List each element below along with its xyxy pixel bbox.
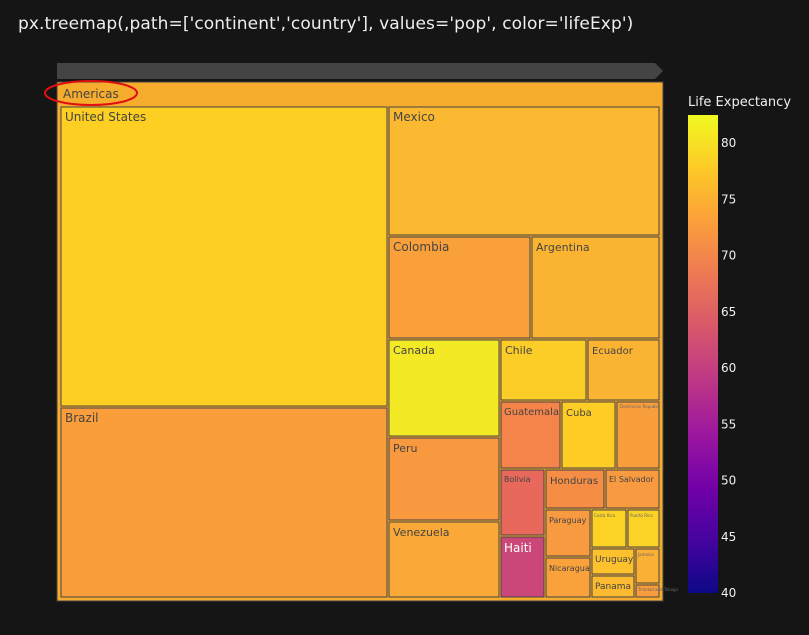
tile-label-paraguay: Paraguay xyxy=(549,516,587,525)
tile-rect-brazil[interactable] xyxy=(60,407,388,598)
tile-label-brazil: Brazil xyxy=(65,411,99,425)
tile-label-peru: Peru xyxy=(393,442,418,455)
colorbar-tick-70: 70 xyxy=(721,249,736,263)
tile-nicaragua[interactable]: Nicaragua xyxy=(545,557,591,598)
tile-label-ecuador: Ecuador xyxy=(592,346,634,357)
annotation-ellipse xyxy=(44,80,138,106)
tile-rect-argentina[interactable] xyxy=(531,236,660,339)
colorbar-tick-65: 65 xyxy=(721,305,736,319)
tile-label-guatemala: Guatemala xyxy=(504,407,559,418)
tile-uruguay[interactable]: Uruguay xyxy=(591,548,635,575)
tile-label-cuba: Cuba xyxy=(566,408,592,419)
colorbar-title: Life Expectancy xyxy=(688,95,791,110)
tile-rect-nicaragua[interactable] xyxy=(545,557,591,598)
tile-label-costa-rica: Costa Rica xyxy=(594,513,616,518)
tile-label-trinidad-and-tobago: Trinidad and Tobago xyxy=(637,587,679,592)
tile-rect-canada[interactable] xyxy=(388,339,500,437)
tile-haiti[interactable]: Haiti xyxy=(500,536,545,598)
tile-label-venezuela: Venezuela xyxy=(393,526,450,539)
tile-venezuela[interactable]: Venezuela xyxy=(388,521,500,598)
tile-guatemala[interactable]: Guatemala xyxy=(500,401,561,469)
tile-mexico[interactable]: Mexico xyxy=(388,106,660,236)
tile-puerto-rico[interactable]: Puerto Rico xyxy=(627,509,660,548)
tile-label-united-states: United States xyxy=(65,110,146,124)
tile-united-states[interactable]: United States xyxy=(60,106,388,407)
tile-brazil[interactable]: Brazil xyxy=(60,407,388,598)
tile-rect-el-salvador[interactable] xyxy=(605,469,660,509)
colorbar-tick-40: 40 xyxy=(721,586,736,600)
tile-rect-puerto-rico[interactable] xyxy=(627,509,660,548)
tile-panama[interactable]: Panama xyxy=(591,575,635,598)
tile-rect-guatemala[interactable] xyxy=(500,401,561,469)
tile-argentina[interactable]: Argentina xyxy=(531,236,660,339)
tile-rect-bolivia[interactable] xyxy=(500,469,545,536)
tile-colombia[interactable]: Colombia xyxy=(388,236,531,339)
tile-label-panama: Panama xyxy=(595,582,631,592)
tile-rect-trinidad-and-tobago[interactable] xyxy=(635,584,660,598)
tile-rect-united-states[interactable] xyxy=(60,106,388,407)
colorbar-tick-55: 55 xyxy=(721,417,736,431)
tile-label-dominican-republic: Dominican Republic xyxy=(620,404,660,409)
tile-label-canada: Canada xyxy=(393,344,435,357)
tile-label-chile: Chile xyxy=(505,344,533,357)
tile-label-honduras: Honduras xyxy=(550,476,598,487)
tile-rect-honduras[interactable] xyxy=(545,469,605,509)
tile-label-bolivia: Bolivia xyxy=(504,475,531,484)
tile-chile[interactable]: Chile xyxy=(500,339,587,401)
tile-jamaica[interactable]: Jamaica xyxy=(635,548,660,584)
tile-rect-ecuador[interactable] xyxy=(587,339,660,401)
tile-label-mexico: Mexico xyxy=(393,110,435,124)
tile-paraguay[interactable]: Paraguay xyxy=(545,509,591,557)
colorbar-tick-50: 50 xyxy=(721,474,736,488)
root-label: Americas xyxy=(63,87,119,101)
tile-costa-rica[interactable]: Costa Rica xyxy=(591,509,627,548)
tile-label-nicaragua: Nicaragua xyxy=(549,564,590,573)
tile-rect-uruguay[interactable] xyxy=(591,548,635,575)
colorbar-tick-80: 80 xyxy=(721,136,736,150)
tile-rect-dominican-republic[interactable] xyxy=(616,401,660,469)
tile-canada[interactable]: Canada xyxy=(388,339,500,437)
tile-ecuador[interactable]: Ecuador xyxy=(587,339,660,401)
tile-peru[interactable]: Peru xyxy=(388,437,500,521)
colorbar-tick-60: 60 xyxy=(721,361,736,375)
tile-label-puerto-rico: Puerto Rico xyxy=(630,513,653,518)
tile-trinidad-and-tobago[interactable]: Trinidad and Tobago xyxy=(635,584,679,598)
tile-rect-paraguay[interactable] xyxy=(545,509,591,557)
tile-label-el-salvador: El Salvador xyxy=(609,475,655,484)
tile-dominican-republic[interactable]: Dominican Republic xyxy=(616,401,660,469)
tile-rect-peru[interactable] xyxy=(388,437,500,521)
pathbar[interactable] xyxy=(57,63,663,79)
tile-rect-jamaica[interactable] xyxy=(635,548,660,584)
colorbar-tick-45: 45 xyxy=(721,530,736,544)
tile-rect-costa-rica[interactable] xyxy=(591,509,627,548)
tile-cuba[interactable]: Cuba xyxy=(561,401,616,469)
tile-el-salvador[interactable]: El Salvador xyxy=(605,469,660,509)
colorbar xyxy=(688,115,718,593)
tile-label-haiti: Haiti xyxy=(504,541,532,555)
tile-rect-panama[interactable] xyxy=(591,575,635,598)
tile-rect-mexico[interactable] xyxy=(388,106,660,236)
tile-bolivia[interactable]: Bolivia xyxy=(500,469,545,536)
tile-label-jamaica: Jamaica xyxy=(637,552,654,557)
tile-rect-chile[interactable] xyxy=(500,339,587,401)
tile-label-uruguay: Uruguay xyxy=(595,555,634,565)
tile-rect-haiti[interactable] xyxy=(500,536,545,598)
colorbar-tick-75: 75 xyxy=(721,192,736,206)
tile-rect-cuba[interactable] xyxy=(561,401,616,469)
tile-label-colombia: Colombia xyxy=(393,240,449,254)
chart-title: px.treemap(,path=['continent','country']… xyxy=(18,14,634,34)
tile-rect-colombia[interactable] xyxy=(388,236,531,339)
tile-honduras[interactable]: Honduras xyxy=(545,469,605,509)
tile-rect-venezuela[interactable] xyxy=(388,521,500,598)
tile-label-argentina: Argentina xyxy=(536,241,590,254)
